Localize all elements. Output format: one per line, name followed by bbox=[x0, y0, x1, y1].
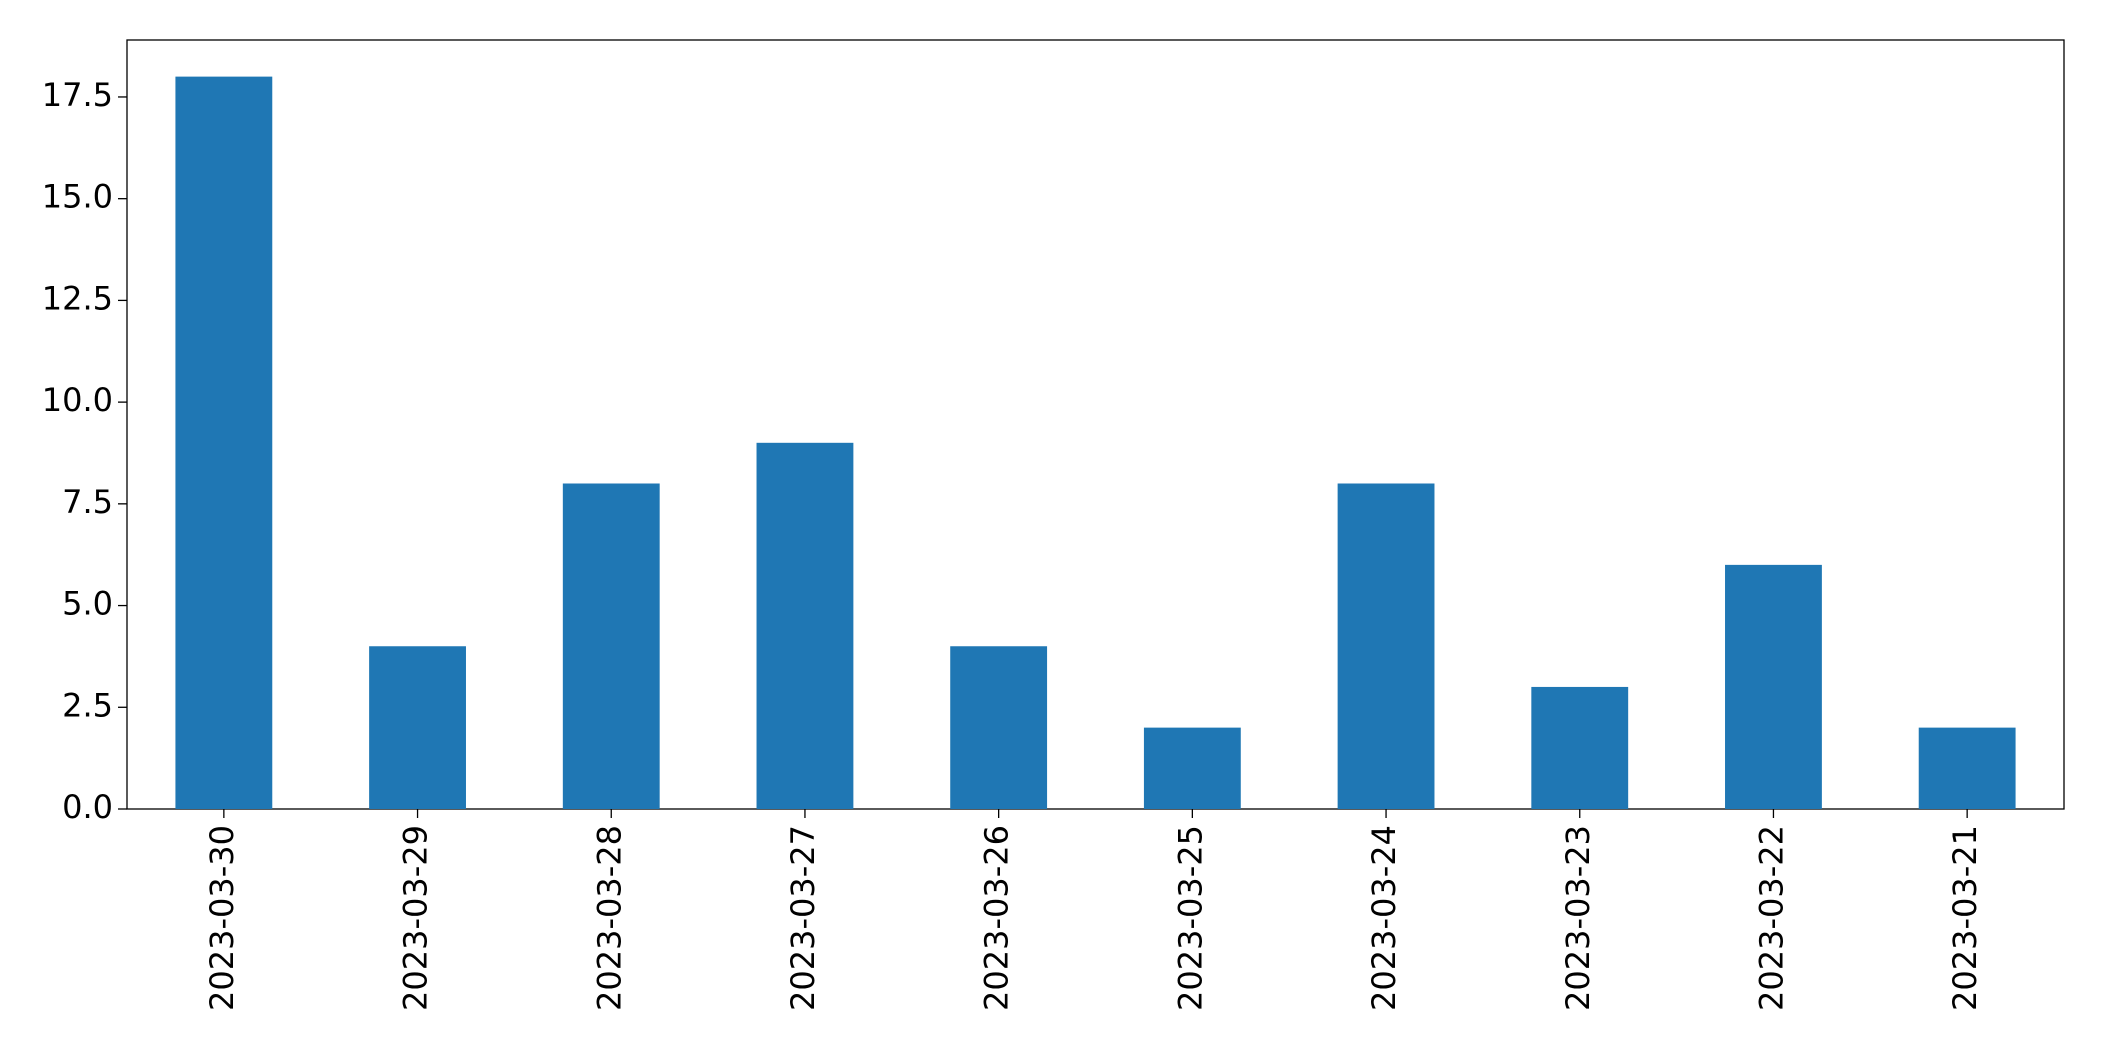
bar bbox=[175, 76, 273, 810]
x-tick-label: 2023-03-26 bbox=[978, 825, 1016, 1011]
y-tick-label: 0.0 bbox=[62, 788, 113, 826]
bar bbox=[1337, 483, 1435, 809]
bar bbox=[756, 442, 854, 809]
x-tick-label: 2023-03-21 bbox=[1946, 825, 1984, 1011]
x-tick-label: 2023-03-25 bbox=[1171, 825, 1209, 1011]
y-tick-label: 15.0 bbox=[42, 178, 113, 216]
bar bbox=[562, 483, 660, 809]
bar bbox=[1531, 686, 1629, 809]
plot-frame bbox=[126, 39, 2065, 810]
x-tick-label: 2023-03-23 bbox=[1559, 825, 1597, 1011]
bar bbox=[1918, 727, 2016, 809]
y-tick-label: 7.5 bbox=[62, 483, 113, 521]
y-tick-label: 5.0 bbox=[62, 585, 113, 623]
bar bbox=[950, 646, 1048, 809]
bar bbox=[1725, 564, 1822, 809]
y-tick-label: 2.5 bbox=[62, 686, 113, 724]
x-tick-label: 2023-03-28 bbox=[590, 825, 628, 1011]
x-tick-label: 2023-03-24 bbox=[1365, 825, 1403, 1011]
bar bbox=[1143, 727, 1241, 809]
y-tick-label: 10.0 bbox=[42, 381, 113, 419]
x-tick-label: 2023-03-27 bbox=[784, 825, 822, 1011]
x-tick-label: 2023-03-22 bbox=[1752, 825, 1790, 1011]
x-tick-label: 2023-03-30 bbox=[203, 825, 241, 1011]
x-tick-label: 2023-03-29 bbox=[397, 825, 435, 1011]
bar bbox=[369, 646, 466, 809]
y-tick-label: 17.5 bbox=[42, 76, 113, 114]
y-tick-label: 12.5 bbox=[42, 279, 113, 317]
